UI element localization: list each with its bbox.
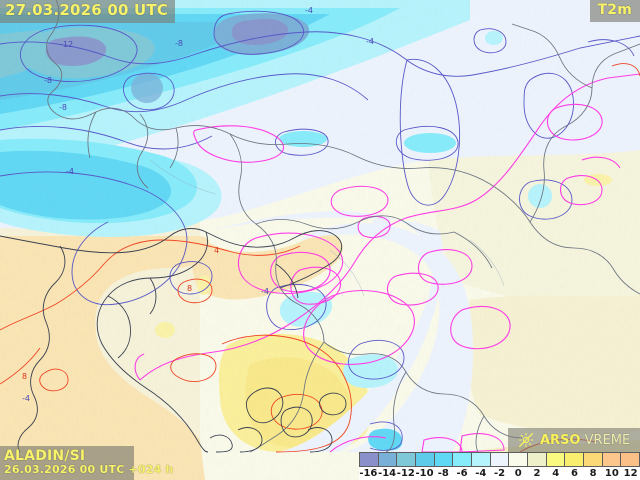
coastline: [0, 228, 347, 453]
colorbar-cell: [416, 453, 435, 466]
model-basetime-label: 26.03.2026 00 UTC +024 h: [4, 463, 174, 477]
svg-text:-4: -4: [261, 287, 269, 296]
colorbar-tick: 10: [604, 468, 619, 479]
colorbar-cell: [472, 453, 491, 466]
colorbar-swatches: [359, 452, 640, 467]
svg-text:-4: -4: [366, 37, 374, 46]
colorbar-tick: -4: [475, 468, 487, 479]
colorbar-tick: 4: [552, 468, 560, 479]
arso-vreme-logo[interactable]: ARSO VREME: [508, 428, 640, 452]
svg-text:-8: -8: [175, 39, 183, 48]
model-info-box: ALADIN/SI 26.03.2026 00 UTC +024 h: [0, 445, 174, 480]
colorbar-tick: -16: [359, 468, 378, 479]
svg-text:-12: -12: [60, 40, 73, 49]
colorbar-cell: [359, 453, 379, 466]
temperature-colorbar[interactable]: -16 -14 -12 -10 -8 -6 -4 -2 0 2 4 6 8 10 12: [359, 452, 640, 480]
colorbar-tick: -2: [493, 468, 506, 479]
svg-text:8: 8: [22, 372, 27, 381]
svg-text:-4: -4: [22, 394, 30, 403]
colorbar-tick: -12: [396, 468, 415, 479]
svg-text:8: 8: [187, 284, 192, 293]
colorbar-tick: 0: [514, 468, 522, 479]
sun-slash-icon: [518, 432, 534, 448]
hydrography: [149, 159, 505, 297]
svg-text:-8: -8: [59, 103, 67, 112]
colorbar-cell: [602, 453, 622, 466]
contour-labels: -12 -8 -8 -8 -4 -4 -4 -4 -4 8 8 4 4: [22, 6, 374, 403]
svg-text:-4: -4: [305, 6, 313, 15]
colorbar-tick: 6: [570, 468, 578, 479]
parameter-badge: T2m: [589, 0, 640, 22]
colorbar-cell: [453, 453, 473, 466]
colorbar-cell: [584, 453, 603, 466]
isotherm-contours: [0, 10, 640, 453]
colorbar-cell: [528, 453, 547, 466]
colorbar-tick: 2: [533, 468, 541, 479]
svg-text:4: 4: [214, 246, 219, 255]
colorbar-cell: [565, 453, 585, 466]
colorbar-cell: [378, 453, 398, 466]
svg-text:-4: -4: [66, 167, 74, 176]
colorbar-tick-labels: -16 -14 -12 -10 -8 -6 -4 -2 0 2 4 6 8 10 12: [359, 467, 640, 480]
colorbar-cell: [509, 453, 529, 466]
colorbar-tick: -6: [456, 468, 468, 479]
brand-primary-label: ARSO: [540, 432, 581, 448]
valid-time-label: 27.03.2026 00 UTC: [0, 0, 176, 23]
colorbar-cell: [621, 453, 640, 466]
colorbar-tick: 8: [589, 468, 597, 479]
colorbar-tick: 12: [623, 468, 638, 479]
colorbar-tick: -14: [378, 468, 397, 479]
colorbar-cell: [434, 453, 454, 466]
colorbar-cell: [397, 453, 417, 466]
model-name-label: ALADIN/SI: [4, 447, 86, 464]
national-borders: [46, 0, 640, 453]
svg-text:-8: -8: [44, 76, 52, 85]
colorbar-cell: [546, 453, 566, 466]
brand-text: ARSO VREME: [540, 434, 630, 447]
colorbar-cell: [490, 453, 510, 466]
colorbar-tick: -10: [415, 468, 434, 479]
brand-secondary-label: VREME: [584, 432, 631, 448]
colorbar-tick: -8: [437, 468, 449, 479]
